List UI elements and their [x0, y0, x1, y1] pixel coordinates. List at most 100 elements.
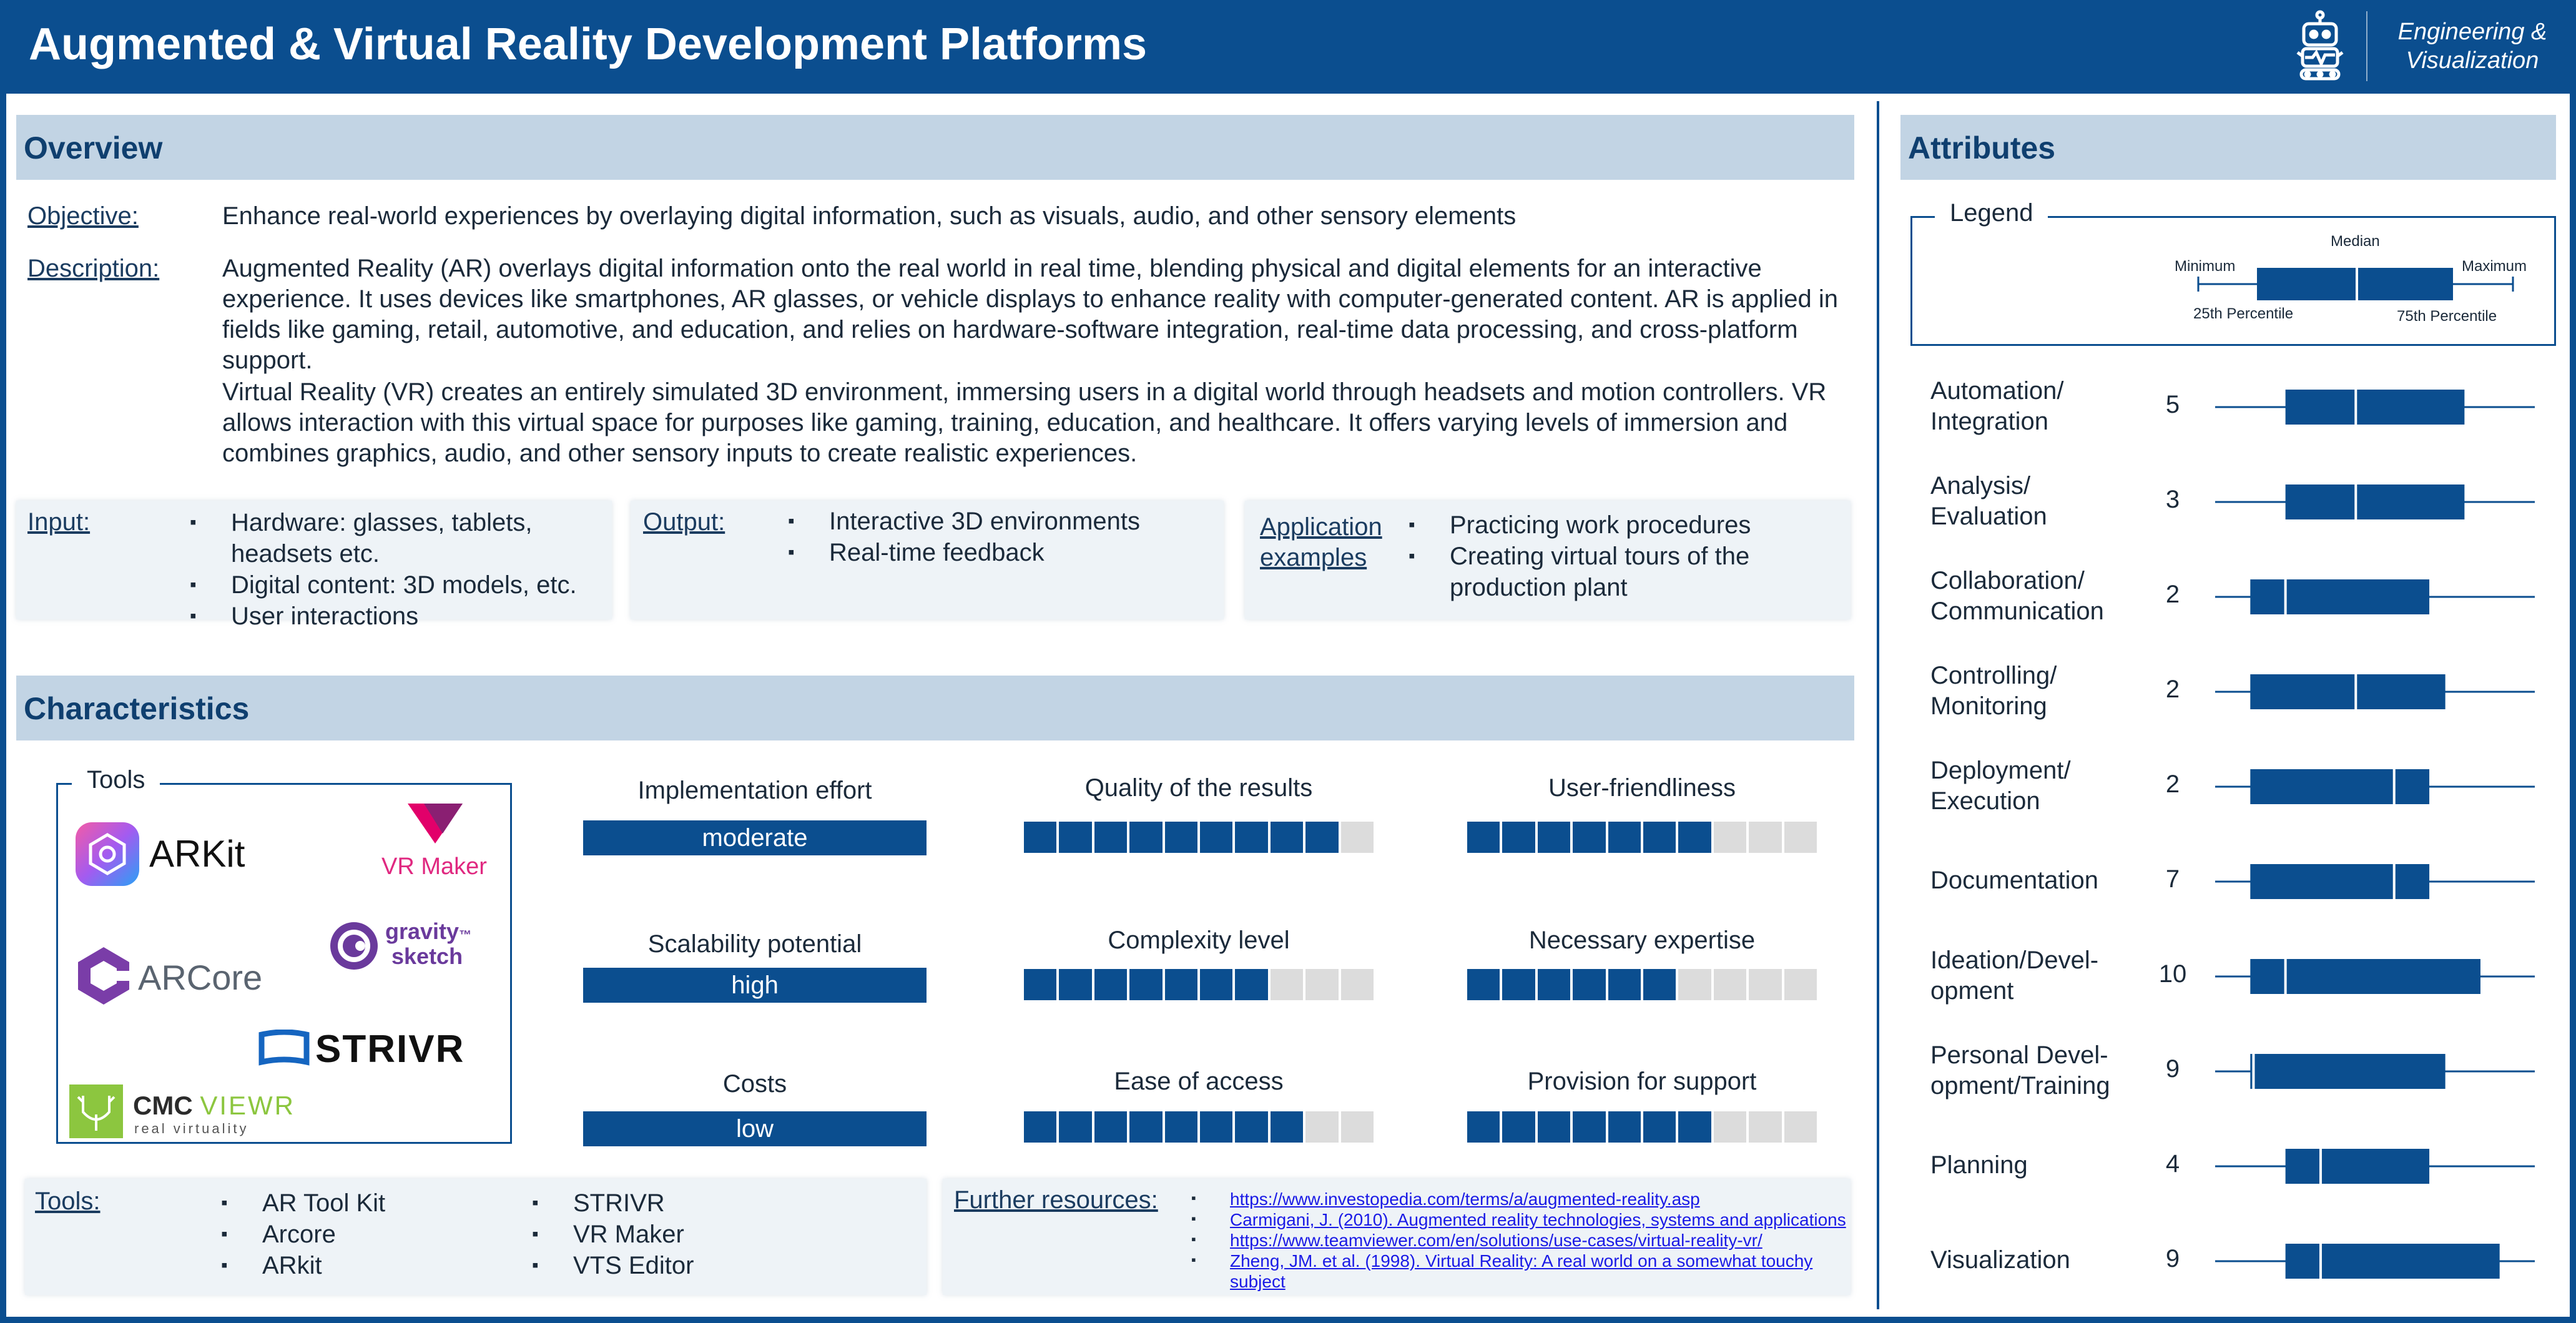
quality-segment: [1340, 822, 1374, 853]
overview-heading: Overview: [24, 130, 163, 165]
costs-title: Costs: [722, 1070, 787, 1098]
arcore-logo-icon: [78, 947, 129, 1005]
user-friendliness-segment: [1608, 822, 1641, 853]
tools-list-item: Arcore: [221, 1219, 502, 1250]
cmc-viewr-tagline: real virtuality: [134, 1121, 249, 1136]
application-list-item: Practicing work procedures: [1408, 509, 1821, 541]
input-list-item: Hardware: glasses, tablets, headsets etc…: [190, 507, 602, 569]
page-header: Augmented & Virtual Reality Development …: [0, 0, 2576, 94]
legend-median-label: Median: [2331, 233, 2380, 250]
support-segment: [1749, 1111, 1782, 1143]
viewr-text: VIEWR: [200, 1091, 295, 1120]
gravity-sketch-text-2: sketch: [391, 943, 463, 969]
cmc-text: CMC: [133, 1091, 200, 1120]
resource-link[interactable]: Carmigani, J. (2010). Augmented reality …: [1230, 1210, 1846, 1229]
quality-segment: [1270, 822, 1304, 853]
page-title: Augmented & Virtual Reality Development …: [29, 19, 1148, 69]
user-friendliness-segment: [1749, 822, 1782, 853]
tools-list-item: ARkit: [221, 1250, 502, 1281]
expertise-rating-bar: [1467, 969, 1817, 1000]
resource-item: https://www.teamviewer.com/en/solutions/…: [1191, 1229, 1847, 1251]
implementation-effort-value: moderate: [583, 820, 927, 855]
description-label: Description:: [27, 255, 160, 282]
ease-access-segment: [1164, 1111, 1198, 1143]
application-label-line-2: examples: [1260, 544, 1367, 571]
attribute-count: 2: [2165, 770, 2180, 798]
vrmaker-logo-icon: [408, 804, 463, 843]
legend-p25-label: 25th Percentile: [2193, 305, 2294, 322]
attribute-label-line: Personal Devel-: [1930, 1041, 2108, 1069]
attribute-label-line: opment: [1930, 977, 2014, 1005]
user-friendliness-segment: [1573, 822, 1606, 853]
attribute-label: Ideation/Devel-opment: [1930, 945, 2098, 1006]
attribute-label: Analysis/Evaluation: [1930, 471, 2047, 532]
gravity-sketch-tm: ™: [459, 928, 472, 942]
resources-list: https://www.investopedia.com/terms/a/aug…: [1191, 1188, 1847, 1292]
input-list-item: User interactions: [190, 601, 602, 632]
ease-access-segment: [1024, 1111, 1057, 1143]
legend-boxplot: [2197, 268, 2514, 300]
legend-box-rect: [2257, 268, 2453, 300]
resources-label: Further resources:: [954, 1186, 1158, 1214]
attribute-label-line: Ideation/Devel-: [1930, 947, 2099, 974]
gravity-sketch-text-1: gravity: [385, 918, 460, 944]
complexity-title: Complexity level: [1108, 927, 1290, 954]
tools-list-item: VTS Editor: [532, 1250, 813, 1281]
quality-segment: [1305, 822, 1339, 853]
support-segment: [1713, 1111, 1747, 1143]
ease-access-segment: [1059, 1111, 1092, 1143]
attribute-label-line: Monitoring: [1930, 692, 2047, 720]
expertise-segment: [1713, 969, 1747, 1000]
support-segment: [1502, 1111, 1535, 1143]
support-segment: [1678, 1111, 1711, 1143]
ease-access-rating-bar: [1024, 1111, 1374, 1143]
attribute-label-line: opment/Training: [1930, 1072, 2110, 1099]
legend-box: Legend Median Minimum Maximum 25th Perce…: [1910, 199, 2556, 346]
ease-access-segment: [1200, 1111, 1233, 1143]
attribute-label-line: Analysis/: [1930, 472, 2031, 499]
legend-maximum-label: Maximum: [2462, 258, 2527, 275]
support-segment: [1608, 1111, 1641, 1143]
complexity-segment: [1305, 969, 1339, 1000]
attribute-label-line: Deployment/: [1930, 757, 2071, 784]
resource-item: Zheng, JM. et al. (1998). Virtual Realit…: [1191, 1249, 1847, 1292]
header-divider: [2366, 11, 2367, 81]
resource-link[interactable]: https://www.teamviewer.com/en/solutions/…: [1230, 1231, 1762, 1250]
vrmaker-logo-text: VR Maker: [381, 853, 487, 880]
ease-access-segment: [1235, 1111, 1268, 1143]
attribute-count: 4: [2165, 1150, 2180, 1178]
user-friendliness-segment: [1713, 822, 1747, 853]
objective-text: Enhance real-world experiences by overla…: [222, 202, 1517, 230]
attributes-heading: Attributes: [1908, 130, 2056, 165]
resource-link[interactable]: https://www.investopedia.com/terms/a/aug…: [1230, 1189, 1700, 1209]
output-list-item: Real-time feedback: [788, 537, 1212, 568]
costs-value: low: [583, 1111, 927, 1146]
ease-access-title: Ease of access: [1114, 1068, 1284, 1095]
support-segment: [1467, 1111, 1500, 1143]
attribute-count: 9: [2165, 1055, 2180, 1083]
domain-label: Engineering & Visualization: [2379, 17, 2566, 75]
user-friendliness-segment: [1678, 822, 1711, 853]
ease-access-segment: [1270, 1111, 1304, 1143]
arcore-logo-text: ARCore: [138, 958, 263, 997]
attribute-count: 7: [2165, 865, 2180, 893]
arkit-logo-icon: [76, 822, 139, 886]
resource-link[interactable]: Zheng, JM. et al. (1998). Virtual Realit…: [1230, 1251, 1813, 1291]
attribute-label: Visualization: [1930, 1245, 2070, 1276]
column-divider: [1877, 101, 1879, 1309]
attribute-label: Automation/Integration: [1930, 376, 2063, 437]
quality-segment: [1094, 822, 1128, 853]
robot-icon: [2296, 10, 2344, 81]
quality-segment: [1235, 822, 1268, 853]
strivr-logo-text: STRIVR: [315, 1028, 465, 1071]
tools-box-title: Tools: [72, 766, 160, 794]
expertise-segment: [1502, 969, 1535, 1000]
resource-item: Carmigani, J. (2010). Augmented reality …: [1191, 1208, 1847, 1230]
user-friendliness-title: User-friendliness: [1548, 774, 1736, 802]
complexity-segment: [1164, 969, 1198, 1000]
gravity-sketch-logo-text: gravity™ sketch: [385, 918, 472, 969]
expertise-segment: [1467, 969, 1500, 1000]
expertise-segment: [1608, 969, 1641, 1000]
application-list: Practicing work proceduresCreating virtu…: [1408, 509, 1821, 603]
